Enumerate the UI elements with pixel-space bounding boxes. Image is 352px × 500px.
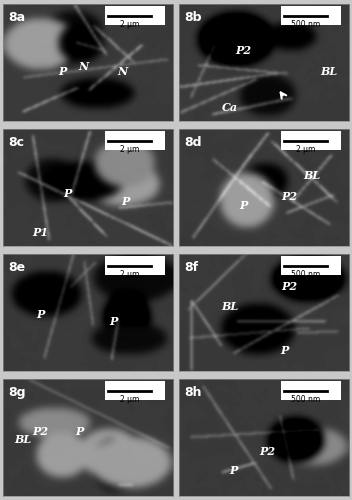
Text: P: P	[121, 196, 130, 207]
Text: P: P	[58, 66, 67, 78]
Text: N: N	[78, 60, 88, 72]
FancyBboxPatch shape	[281, 6, 341, 25]
Text: 2 μm: 2 μm	[120, 395, 139, 404]
Text: 2 μm: 2 μm	[120, 20, 139, 29]
Text: 8f: 8f	[184, 261, 198, 274]
Text: BL: BL	[14, 434, 32, 446]
Text: BL: BL	[303, 170, 320, 181]
Text: Ca: Ca	[222, 102, 238, 112]
Text: 8h: 8h	[184, 386, 201, 399]
Text: P: P	[229, 465, 238, 476]
Text: BL: BL	[320, 66, 338, 78]
Text: P1: P1	[32, 226, 48, 237]
Text: P2: P2	[282, 281, 298, 292]
Text: 8e: 8e	[8, 261, 25, 274]
Text: 500 nm: 500 nm	[291, 20, 320, 29]
Text: 500 nm: 500 nm	[291, 395, 320, 404]
Text: P: P	[36, 310, 44, 320]
Text: 500 nm: 500 nm	[291, 270, 320, 279]
FancyBboxPatch shape	[281, 256, 341, 275]
Text: P: P	[75, 426, 84, 437]
FancyBboxPatch shape	[105, 131, 165, 150]
Text: 8g: 8g	[8, 386, 25, 399]
Text: 2 μm: 2 μm	[120, 270, 139, 279]
Text: N: N	[117, 66, 127, 78]
FancyBboxPatch shape	[105, 256, 165, 275]
Text: P: P	[109, 316, 118, 328]
Text: 2 μm: 2 μm	[296, 145, 315, 154]
Text: P2: P2	[235, 46, 252, 56]
Text: 8c: 8c	[8, 136, 24, 149]
Text: 2 μm: 2 μm	[120, 145, 139, 154]
Text: P2: P2	[32, 426, 48, 437]
Text: P: P	[280, 344, 289, 356]
Text: P: P	[63, 188, 72, 199]
Text: BL: BL	[221, 301, 239, 312]
FancyBboxPatch shape	[105, 6, 165, 25]
Text: 8b: 8b	[184, 11, 201, 24]
FancyBboxPatch shape	[105, 381, 165, 400]
Text: P2: P2	[282, 192, 298, 202]
FancyBboxPatch shape	[281, 381, 341, 400]
FancyBboxPatch shape	[281, 131, 341, 150]
Text: 8d: 8d	[184, 136, 201, 149]
Text: P2: P2	[259, 446, 276, 457]
Text: P: P	[239, 200, 248, 210]
Text: 8a: 8a	[8, 11, 25, 24]
